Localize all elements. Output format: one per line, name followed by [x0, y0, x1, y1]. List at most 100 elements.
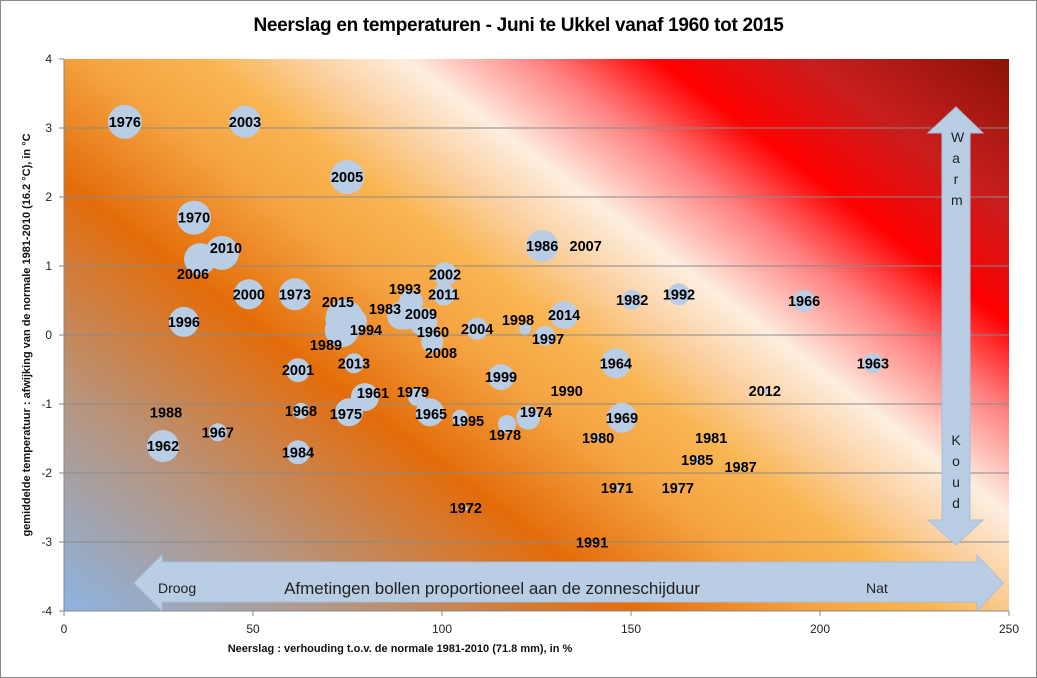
- bubble-1980: [594, 433, 603, 442]
- bubble-label-2000: 2000: [233, 287, 265, 303]
- bubble-1995: [452, 409, 469, 426]
- bubble-1976: [107, 104, 142, 139]
- x-tick-label: 50: [246, 622, 260, 636]
- bubble-label-1974: 1974: [520, 405, 552, 421]
- y-tick-label: -2: [41, 466, 52, 480]
- bubble-1969: [606, 402, 637, 433]
- bubble-label-1983: 1983: [369, 302, 401, 318]
- bubble-label-1975: 1975: [330, 407, 362, 423]
- bubble-label-2002: 2002: [429, 267, 461, 283]
- bubble-1965: [415, 398, 444, 427]
- x-tick-label: 250: [999, 622, 1019, 636]
- bubble-2008: [421, 330, 444, 353]
- bubble-1987: [738, 464, 743, 469]
- bubble-label-2014: 2014: [548, 308, 580, 324]
- y-tick-label: 4: [45, 52, 52, 66]
- chart-title: Neerslag en temperaturen - Juni te Ukkel…: [253, 15, 784, 36]
- bubble-1963: [862, 353, 883, 374]
- bubble-label-2006: 2006: [177, 267, 209, 283]
- arrow-label-cold: Koud: [951, 432, 961, 511]
- bubble-label-2008: 2008: [425, 346, 457, 362]
- bubble-1974: [516, 405, 541, 430]
- bubble-1991: [591, 541, 594, 544]
- x-tick-label: 0: [61, 622, 68, 636]
- bubble-1960: [409, 307, 438, 336]
- bubble-label-2012: 2012: [749, 384, 781, 400]
- bubble-1966: [793, 290, 816, 313]
- bubble-label-1988: 1988: [150, 405, 182, 421]
- bubble-label-2013: 2013: [338, 356, 370, 372]
- bubble-label-1991: 1991: [576, 536, 608, 552]
- bubble-label-1990: 1990: [551, 384, 583, 400]
- bubble-label-1986: 1986: [526, 239, 558, 255]
- bubble-label-1993: 1993: [389, 282, 421, 298]
- bubble-label-1982: 1982: [616, 293, 648, 309]
- horizontal-double-arrow: Droog Afmetingen bollen proportioneel aa…: [133, 553, 1004, 613]
- bubble-1988: [165, 411, 168, 414]
- bubble-2012: [761, 387, 768, 394]
- bubble-2000: [233, 279, 264, 310]
- bubble-label-2007: 2007: [570, 239, 602, 255]
- bubble-label-1979: 1979: [397, 385, 429, 401]
- y-tick-label: 0: [45, 328, 52, 342]
- bubble-label-1981: 1981: [695, 431, 727, 447]
- y-tick-label: -3: [41, 535, 52, 549]
- bubble-1986: [526, 229, 559, 262]
- arrow-label-wet: Nat: [866, 580, 888, 596]
- bubble-1999: [487, 364, 514, 391]
- bubble-2003: [229, 105, 262, 138]
- bubble-label-2003: 2003: [229, 115, 261, 131]
- bubble-1998: [519, 322, 532, 335]
- bubble-label-1967: 1967: [202, 425, 234, 441]
- bubble-label-2005: 2005: [331, 170, 363, 186]
- bubble-label-1972: 1972: [450, 501, 482, 517]
- bubble-label-1966: 1966: [788, 294, 820, 310]
- bubble-label-1984: 1984: [282, 445, 314, 461]
- bubble-1977: [675, 486, 680, 491]
- bubble-label-1969: 1969: [606, 411, 638, 427]
- bubble-2002: [433, 262, 458, 287]
- x-tick-label: 100: [432, 622, 452, 636]
- bubble-label-1989: 1989: [310, 338, 342, 354]
- bubble-label-1960: 1960: [417, 325, 449, 341]
- bubble-1990: [564, 388, 569, 393]
- bubble-1962: [147, 430, 180, 463]
- bubble-1985: [693, 455, 702, 464]
- bubble-1978: [498, 415, 517, 434]
- bubble-label-1961: 1961: [357, 386, 389, 402]
- bubble-label-1985: 1985: [681, 453, 713, 469]
- y-tick-label: -1: [41, 397, 52, 411]
- bubble-2001: [285, 358, 310, 383]
- bubble-1982: [622, 289, 643, 310]
- bubble-1973: [278, 278, 311, 311]
- bubble-label-1996: 1996: [168, 315, 200, 331]
- y-axis-label: gemiddelde temperatuur : afwijking van d…: [21, 133, 33, 536]
- bubble-label-1999: 1999: [485, 370, 517, 386]
- bubble-label-2015: 2015: [322, 295, 354, 311]
- bubble-1964: [600, 348, 631, 379]
- bubble-1971: [614, 485, 621, 492]
- bubble-label-1995: 1995: [452, 414, 484, 430]
- bubble-label-2004: 2004: [461, 322, 493, 338]
- bubble-label-1965: 1965: [415, 407, 447, 423]
- bubble-label-1968: 1968: [285, 404, 317, 420]
- bubble-label-2011: 2011: [428, 287, 459, 303]
- bubble-label-1964: 1964: [600, 356, 632, 372]
- bubble-label-1998: 1998: [502, 313, 534, 329]
- bubble-label-1992: 1992: [663, 287, 695, 303]
- y-tick-label: 2: [45, 190, 52, 204]
- bubble-label-2009: 2009: [405, 307, 437, 323]
- x-axis-label: Neerslag : verhouding t.o.v. de normale …: [228, 643, 573, 655]
- y-tick-label: -4: [41, 604, 52, 618]
- bubble-label-1971: 1971: [601, 481, 633, 497]
- bubble-label-1994: 1994: [350, 323, 382, 339]
- bubble-1968: [293, 402, 310, 419]
- arrow-label-warm: Warm: [951, 129, 965, 208]
- bubble-label-1970: 1970: [178, 211, 210, 227]
- bubble-1970: [177, 200, 212, 235]
- bubble-label-2001: 2001: [282, 363, 314, 379]
- bubble-label-1980: 1980: [582, 431, 614, 447]
- bubble-2011: [432, 283, 455, 306]
- vertical-double-arrow: [926, 106, 985, 546]
